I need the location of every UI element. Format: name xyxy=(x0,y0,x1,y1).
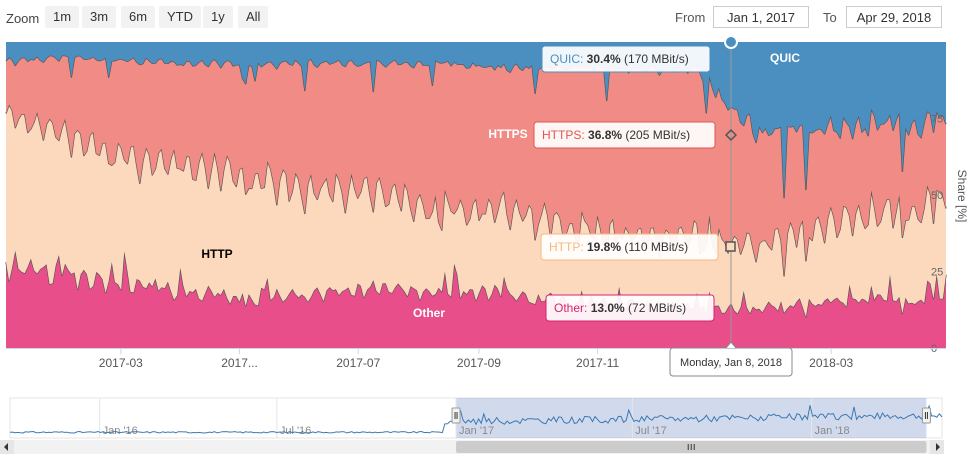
area-https xyxy=(6,55,946,276)
navigator-series-line xyxy=(9,404,943,434)
navigator-label: Jan '18 xyxy=(815,425,850,437)
tooltip-rate: (170 MBit/s) xyxy=(621,52,689,66)
range-selector-toolbar: Zoom 1m 3m 6m YTD 1y All From To xyxy=(0,0,974,36)
navigator-handle-left[interactable] xyxy=(451,407,461,424)
tooltip-series-name: HTTP: xyxy=(549,240,587,254)
x-axis: 2017-03 2017... 2017-07 2017-09 2017-11 2018-… xyxy=(6,348,946,370)
svg-text:HTTPS: 36.8% (205 MBit/s): HTTPS: 36.8% (205 MBit/s) xyxy=(542,128,690,142)
scrollbar-thumb[interactable] xyxy=(456,441,927,453)
navigator-frame xyxy=(9,397,943,439)
area-quic xyxy=(6,42,946,198)
y-tick-label: 75 xyxy=(931,114,943,126)
x-tick-label: 2018-03 xyxy=(809,356,853,370)
stacked-area-chart: 0255075 Share [%] 2017-032017...2017-072… xyxy=(5,35,969,377)
series-label-http: HTTP xyxy=(201,247,232,261)
hover-marker-https xyxy=(724,128,738,142)
area-series-group xyxy=(5,42,947,348)
series-label-https: HTTPS xyxy=(488,127,527,141)
tooltip-https: HTTPS: 36.8% (205 MBit/s) xyxy=(533,121,716,149)
zoom-1y-button[interactable]: 1y xyxy=(203,6,233,28)
x-tick-label: 2017... xyxy=(221,356,258,370)
navigator-label: Jul '17 xyxy=(635,425,666,437)
hover-marker-http xyxy=(725,241,736,252)
tooltip-rate: (205 MBit/s) xyxy=(622,128,690,142)
from-label: From xyxy=(675,10,706,25)
series-label-other: Other xyxy=(413,306,445,320)
x-tick-label: 2017-09 xyxy=(457,356,501,370)
tooltip-quic: QUIC: 30.4% (170 MBit/s) xyxy=(541,45,711,73)
to-label: To xyxy=(823,10,837,25)
zoom-1m-button[interactable]: 1m xyxy=(45,6,80,28)
navigator-selection[interactable] xyxy=(456,398,927,438)
tooltip-http: HTTP: 19.8% (110 MBit/s) xyxy=(540,233,719,261)
tooltip-date: Monday, Jan 8, 2018 xyxy=(669,341,793,377)
from-date-input[interactable] xyxy=(713,6,809,28)
area-other xyxy=(6,250,946,348)
tooltip-rate: (72 MBit/s) xyxy=(625,301,686,315)
tooltip-percent: 30.4% xyxy=(587,52,621,66)
zoom-ytd-button[interactable]: YTD xyxy=(159,6,201,28)
navigator-handle-right[interactable] xyxy=(921,407,931,424)
navigator-label: Jul '16 xyxy=(280,425,311,437)
series-label-quic: QUIC xyxy=(770,51,800,65)
zoom-6m-button[interactable]: 6m xyxy=(121,6,156,28)
x-tick-label: 2017-07 xyxy=(336,356,380,370)
x-tick-label: 2017-11 xyxy=(576,356,619,370)
tooltip-date-text: Monday, Jan 8, 2018 xyxy=(680,357,782,369)
series-labels: QUIC HTTPS HTTP Other xyxy=(201,51,800,320)
navigator-label: Jan '17 xyxy=(459,425,494,437)
zoom-all-button[interactable]: All xyxy=(238,6,269,28)
svg-text:Other: 13.0% (72 MBit/s): Other: 13.0% (72 MBit/s) xyxy=(554,301,686,315)
tooltip-series-name: QUIC: xyxy=(550,52,587,66)
y-axis-title: Share [%] xyxy=(955,170,969,223)
area-http xyxy=(6,104,946,317)
tooltip-rate: (110 MBit/s) xyxy=(621,240,688,254)
x-tick-label: 2017-03 xyxy=(99,356,143,370)
svg-text:HTTP: 19.8% (110 MBit/s): HTTP: 19.8% (110 MBit/s) xyxy=(549,240,688,254)
tooltip-percent: 13.0% xyxy=(591,301,625,315)
hover-marker-quic xyxy=(724,35,738,49)
tooltip-percent: 19.8% xyxy=(587,240,621,254)
svg-text:QUIC: 30.4% (170 MBit/s): QUIC: 30.4% (170 MBit/s) xyxy=(550,52,689,66)
zoom-3m-button[interactable]: 3m xyxy=(82,6,117,28)
navigator-scrollbar[interactable] xyxy=(0,440,944,454)
y-tick-label: 50 xyxy=(931,190,943,202)
navigator-label: Jan '16 xyxy=(103,425,138,437)
tooltip-percent: 36.8% xyxy=(588,128,622,142)
y-tick-label: 25 xyxy=(931,267,943,279)
tooltip-series-name: HTTPS: xyxy=(542,128,588,142)
navigator-group[interactable]: Jan '16 Jul '16 Jan '17 Jul '17 Jan '18 xyxy=(0,397,944,454)
tooltip-other: Other: 13.0% (72 MBit/s) xyxy=(545,294,715,322)
tooltip-group: QUIC: 30.4% (170 MBit/s) HTTPS: 36.8% (20… xyxy=(533,45,793,377)
tooltip-series-name: Other: xyxy=(554,301,591,315)
zoom-label: Zoom xyxy=(6,11,40,26)
to-date-input[interactable] xyxy=(846,6,942,28)
